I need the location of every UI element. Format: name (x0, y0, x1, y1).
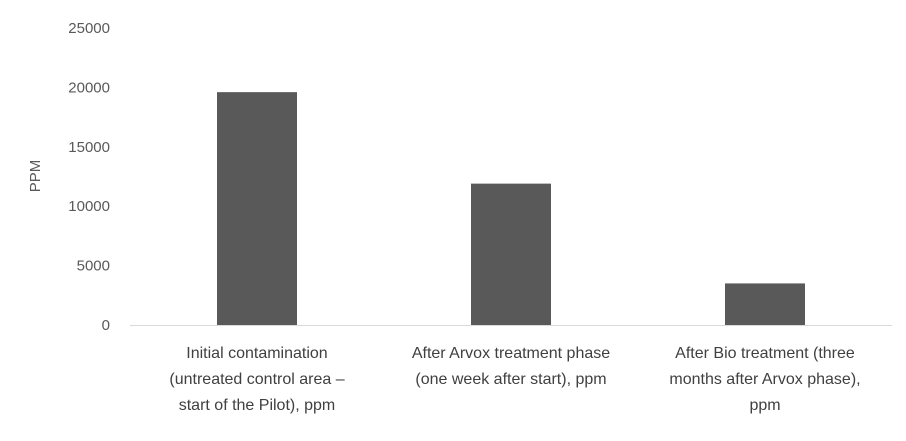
y-tick-label: 25000 (68, 20, 110, 37)
category-label-line: After Arvox treatment phase (412, 345, 610, 362)
y-axis-ticks: 0 5000 10000 15000 20000 25000 (68, 20, 110, 334)
y-tick-label: 15000 (68, 139, 110, 156)
bars (217, 92, 805, 325)
y-axis-title: PPM (27, 160, 44, 193)
category-label-line: start of the Pilot), ppm (179, 397, 336, 414)
category-label-line: months after Arvox phase), (669, 371, 860, 388)
category-label-line: (untreated control area – (169, 371, 344, 388)
category-label-line: (one week after start), ppm (415, 371, 606, 388)
y-tick-label: 0 (102, 317, 110, 334)
bar (471, 183, 551, 325)
bar (217, 92, 297, 325)
y-tick-label: 10000 (68, 198, 110, 215)
category-label-line: After Bio treatment (three (675, 345, 855, 362)
category-labels: Initial contamination (untreated control … (169, 345, 860, 414)
y-tick-label: 20000 (68, 79, 110, 96)
bar (725, 283, 805, 325)
category-label-line: Initial contamination (186, 345, 327, 362)
y-tick-label: 5000 (77, 258, 110, 275)
category-label-line: ppm (749, 397, 780, 414)
